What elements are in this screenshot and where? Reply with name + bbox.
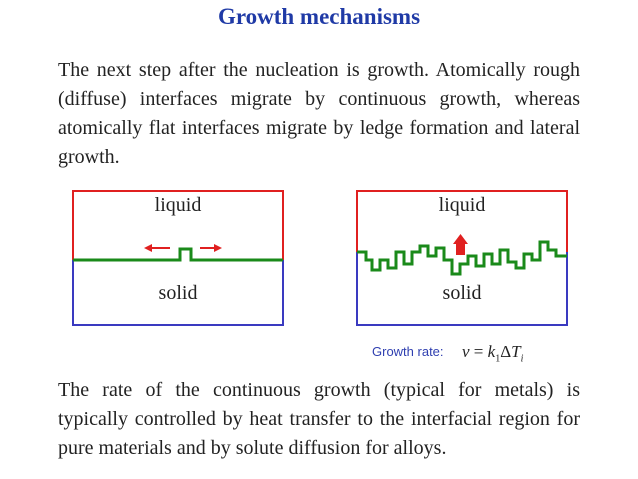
rough-interface-diagram: liquid solid: [356, 190, 568, 326]
liquid-label: liquid: [154, 194, 202, 216]
page-title: Growth mechanisms: [217, 4, 421, 29]
rough-interface-line: [357, 240, 567, 276]
growth-rate-formula: v = k1ΔTi: [462, 342, 523, 364]
intro-paragraph: The next step after the nucleation is gr…: [58, 59, 580, 168]
solid-boundary: [72, 260, 284, 326]
up-arrow-icon: [453, 234, 468, 255]
formula-t-subscript: i: [520, 353, 524, 365]
formula-k: k: [487, 342, 496, 361]
left-arrow-icon: [144, 244, 170, 252]
liquid-boundary: [356, 190, 568, 252]
solid-label: solid: [442, 282, 482, 304]
flat-interface-diagram: liquid solid: [72, 190, 284, 326]
formula-delta: Δ: [500, 342, 512, 361]
right-arrow-icon: [200, 244, 222, 252]
liquid-boundary: [72, 190, 284, 260]
flat-interface-line: [73, 247, 283, 262]
solid-label: solid: [158, 282, 198, 304]
solid-boundary: [356, 252, 568, 326]
formula-v: v: [462, 342, 470, 361]
formula-equals: =: [469, 342, 488, 361]
formula-k-subscript: 1: [495, 353, 501, 365]
rough-interface-svg: [356, 190, 568, 326]
growth-rate-label: Growth rate:: [372, 344, 444, 359]
liquid-label: liquid: [438, 194, 486, 216]
flat-interface-svg: [72, 190, 284, 326]
formula-t: T: [511, 342, 521, 361]
closing-paragraph: The rate of the continuous growth (typic…: [58, 379, 580, 459]
